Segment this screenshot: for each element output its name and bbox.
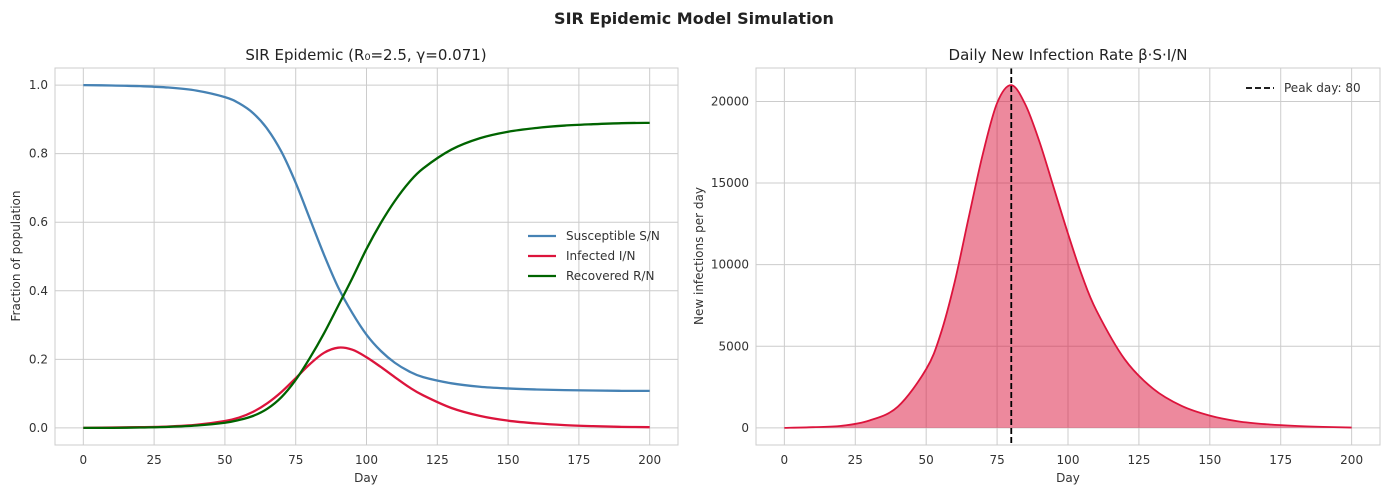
rate-x-tick-label: 100 [1057, 453, 1080, 467]
sir-x-tick-label: 175 [567, 453, 590, 467]
rate-x-tick-label: 50 [919, 453, 934, 467]
sir-x-tick-label: 0 [79, 453, 87, 467]
sir-chart: SIR Epidemic (R₀=2.5, γ=0.071) 0 25 50 75 10… [9, 46, 679, 485]
series-line-infected [83, 346, 650, 430]
rate-plot-frame [755, 67, 1381, 446]
rate-x-tick-label: 200 [1340, 453, 1363, 467]
sir-x-tick-label: 75 [288, 453, 303, 467]
sir-x-tick-label: 50 [217, 453, 232, 467]
sir-y-tick-label: 0.0 [29, 421, 48, 435]
legend-label-susceptible: Susceptible S/N [566, 229, 660, 243]
figure-title: SIR Epidemic Model Simulation [554, 9, 834, 28]
rate-y-tick-label: 0 [741, 421, 749, 435]
sir-y-tick-label: 0.8 [29, 147, 48, 161]
rate-y-tick-label: 20000 [711, 94, 749, 108]
sir-y-tick-label: 0.4 [29, 284, 48, 298]
infection-rate-chart-title: Daily New Infection Rate β·S·I/N [949, 46, 1188, 64]
rate-x-tick-label: 75 [989, 453, 1004, 467]
rate-y-tick-label: 15000 [711, 176, 749, 190]
sir-x-tick-label: 100 [355, 453, 378, 467]
sir-x-axis-label: Day [354, 471, 378, 485]
rate-x-tick-label: 125 [1127, 453, 1150, 467]
rate-x-tick-label: 0 [781, 453, 789, 467]
rate-y-tick-label: 5000 [718, 339, 749, 353]
sir-legend: Susceptible S/N Infected I/N Recovered R/N [528, 229, 660, 283]
rate-x-tick-label: 150 [1198, 453, 1221, 467]
sir-plot-frame [54, 67, 679, 446]
sir-tick-labels: 0 25 50 75 100 125 150 175 200 0.0 0.2 0.4 0.6 0.8 1.0 [29, 78, 661, 467]
sir-y-tick-label: 1.0 [29, 78, 48, 92]
rate-series [784, 68, 1352, 445]
sir-y-tick-label: 0.6 [29, 215, 48, 229]
rate-x-axis-label: Day [1056, 471, 1080, 485]
series-line-susceptible [83, 83, 650, 393]
sir-chart-title: SIR Epidemic (R₀=2.5, γ=0.071) [245, 46, 486, 64]
new-infections-line [784, 84, 1352, 429]
legend-label-recovered: Recovered R/N [566, 269, 654, 283]
sir-x-tick-label: 150 [497, 453, 520, 467]
sir-y-axis-label: Fraction of population [9, 191, 23, 322]
rate-tick-labels: 0 25 50 75 100 125 150 175 200 0 5000 10000 15000 200… [711, 94, 1363, 467]
rate-x-tick-label: 25 [848, 453, 863, 467]
rate-y-axis-label: New infections per day [692, 187, 706, 325]
sir-x-tick-label: 200 [638, 453, 661, 467]
sir-gridlines [55, 68, 678, 445]
new-infections-area [784, 85, 1352, 428]
sir-y-tick-label: 0.2 [29, 352, 48, 366]
series-line-recovered [83, 121, 650, 430]
legend-label-infected: Infected I/N [566, 249, 635, 263]
rate-x-tick-label: 175 [1269, 453, 1292, 467]
rate-y-tick-label: 10000 [711, 258, 749, 272]
sir-x-tick-label: 125 [426, 453, 449, 467]
legend-label-peak: Peak day: 80 [1284, 81, 1361, 95]
rate-legend: Peak day: 80 [1246, 81, 1361, 95]
sir-series-lines [83, 83, 650, 430]
sir-x-tick-label: 25 [146, 453, 161, 467]
infection-rate-chart: Daily New Infection Rate β·S·I/N 0 25 50 75… [692, 46, 1381, 485]
